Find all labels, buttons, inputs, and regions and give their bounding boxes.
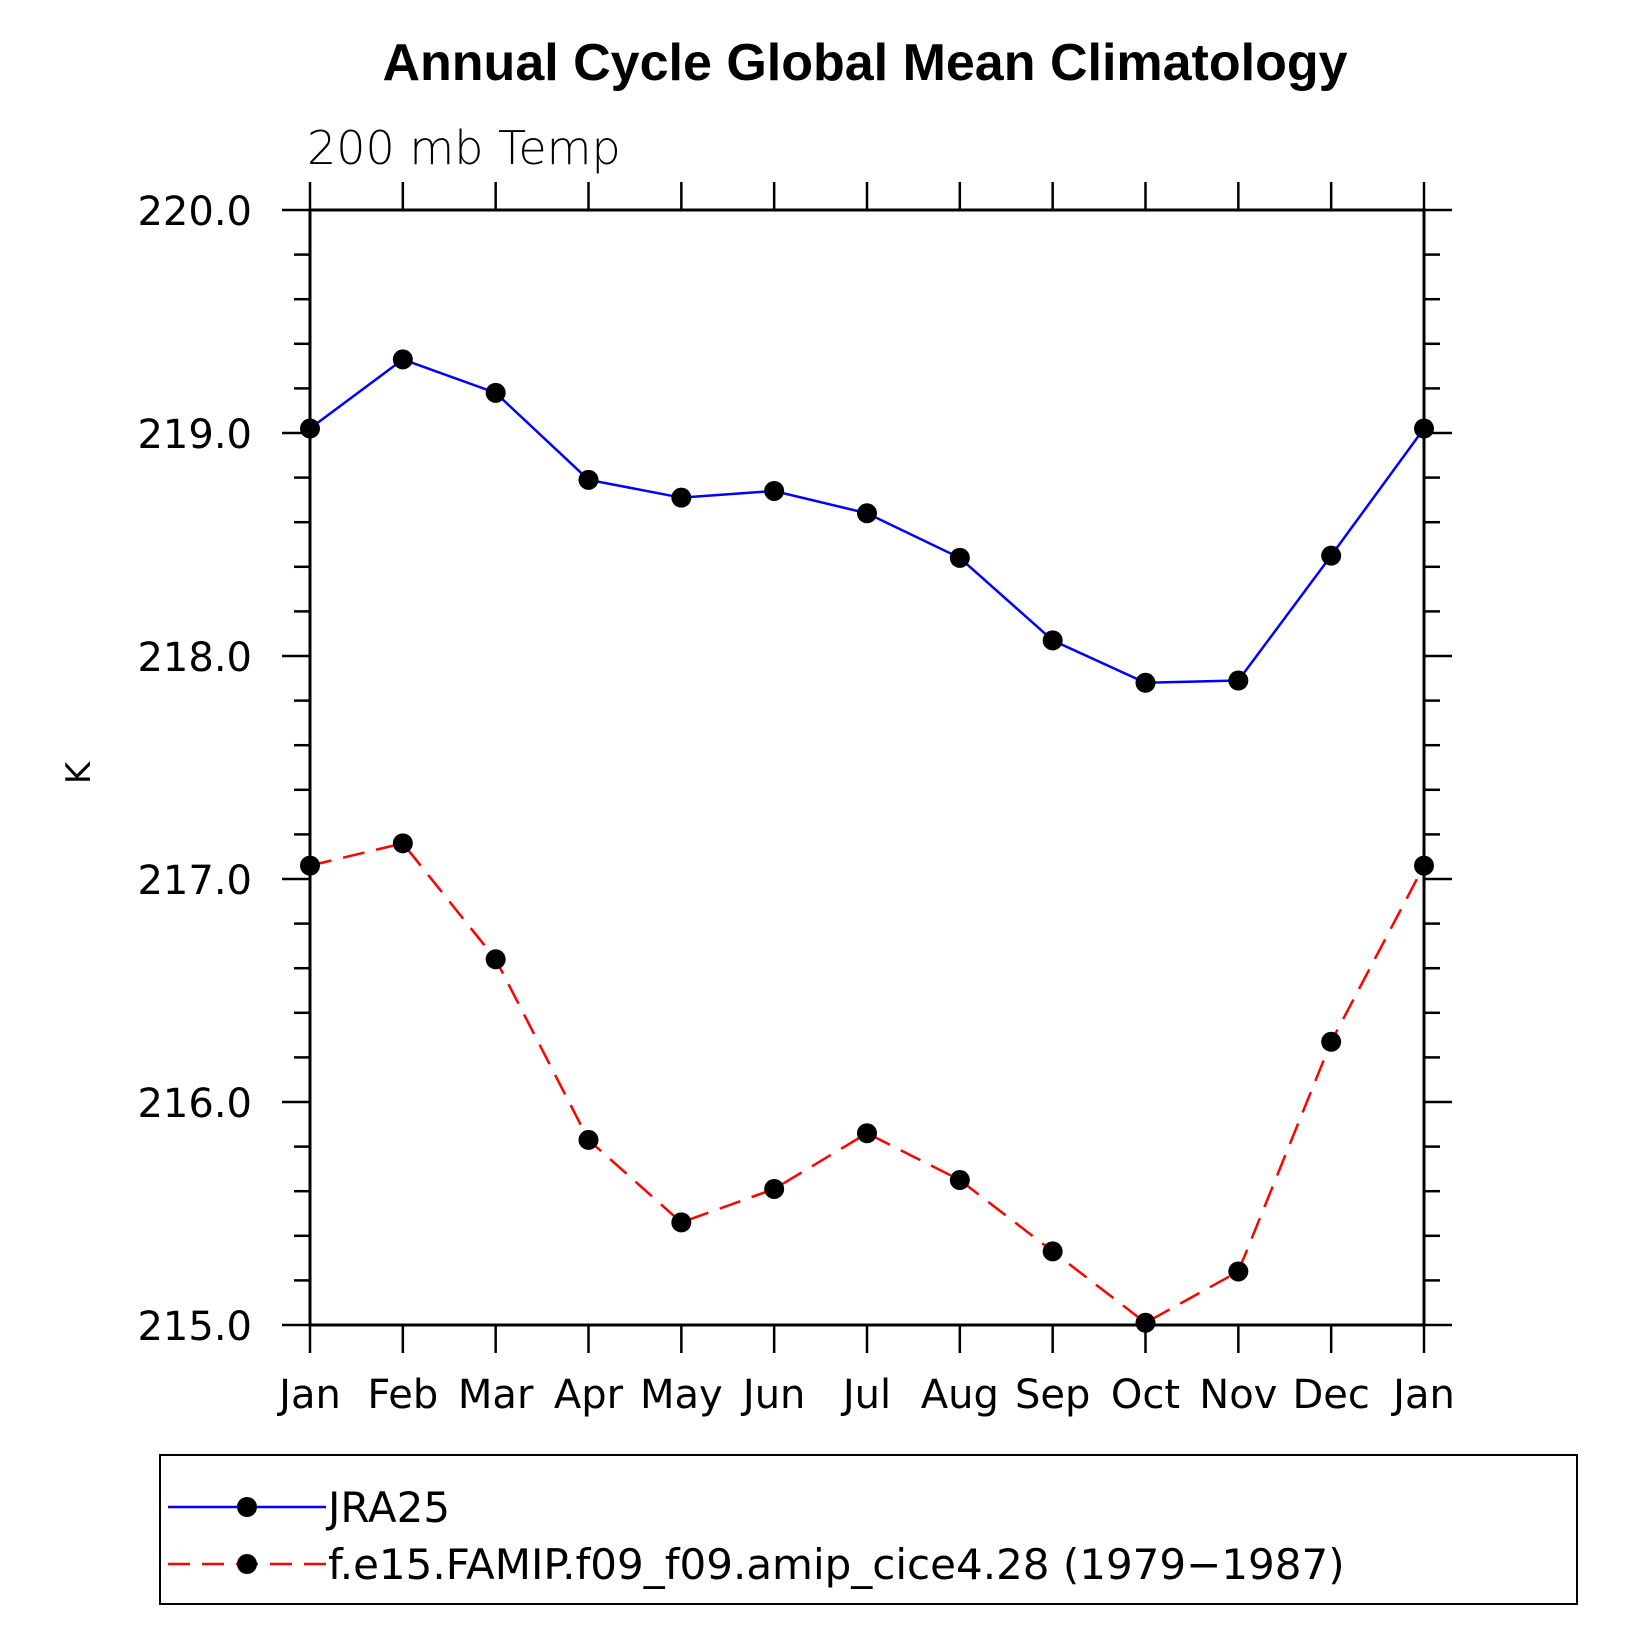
x-tick-label: Mar [458,1372,534,1418]
data-point-jra25 [300,418,320,439]
data-point-famip [857,1123,877,1144]
y-axis-label: K [59,760,99,784]
x-tick-label: Feb [367,1372,438,1418]
y-tick-label: 215.0 [137,1304,252,1350]
data-point-famip [1228,1261,1249,1282]
data-point-famip [300,855,320,876]
y-tick-label: 220.0 [137,189,252,235]
data-point-jra25 [1321,545,1342,566]
data-point-famip [578,1129,599,1150]
data-point-jra25 [671,487,692,508]
data-point-jra25 [485,382,506,403]
legend-label-jra25: JRA25 [325,1483,450,1532]
x-tick-label: Sep [1015,1372,1090,1418]
data-point-famip [485,949,506,970]
y-tick-label: 218.0 [137,635,252,681]
series-layer [300,349,1434,1333]
legend-label-famip: f.e15.FAMIP.f09_f09.amip_cice4.28 (1979−… [328,1540,1345,1589]
x-tick-label: Jan [276,1372,341,1418]
data-point-famip [671,1212,692,1233]
y-tick-label: 216.0 [137,1081,252,1127]
x-tick-label: Jan [1390,1372,1455,1418]
data-point-famip [1414,855,1434,876]
data-point-famip [764,1178,785,1199]
data-point-famip [392,833,413,854]
data-point-jra25 [1228,670,1249,691]
data-point-famip [1321,1031,1342,1052]
x-tick-label: Dec [1292,1372,1369,1418]
x-tick-label: Aug [921,1372,999,1418]
x-axis-ticks: Jan Feb Mar Apr May Jun Jul Aug Sep Oct Nov Dec Jan [276,182,1455,1418]
x-tick-label: Apr [554,1372,624,1418]
data-point-jra25 [764,480,785,501]
x-tick-label: Jun [740,1372,806,1418]
legend-marker-jra25 [237,1497,257,1517]
legend-box [159,1454,1578,1605]
data-point-jra25 [1414,418,1434,439]
data-point-jra25 [1135,672,1156,693]
x-tick-label: May [640,1372,723,1418]
chart-title: Annual Cycle Global Mean Climatology [382,34,1347,92]
data-point-famip [1042,1241,1063,1262]
data-point-jra25 [1042,630,1063,651]
data-point-famip [949,1170,970,1191]
x-tick-label: Nov [1199,1372,1277,1418]
chart-subtitle: 200 mb Temp [307,121,621,175]
data-point-jra25 [949,547,970,568]
y-tick-label: 217.0 [137,858,252,904]
x-tick-label: Oct [1111,1372,1180,1418]
data-point-jra25 [578,469,599,490]
y-axis-ticks: 215.0 216.0 217.0 218.0 219.0 220.0 [137,189,1452,1350]
legend: JRA25 f.e15.FAMIP.f09_f09.amip_cice4.28 (… [168,1483,1345,1589]
legend-marker-famip [237,1554,257,1574]
x-tick-label: Jul [840,1372,891,1418]
data-point-famip [1135,1312,1156,1333]
data-point-jra25 [857,503,877,524]
data-point-jra25 [392,349,413,370]
y-tick-label: 219.0 [137,412,252,458]
